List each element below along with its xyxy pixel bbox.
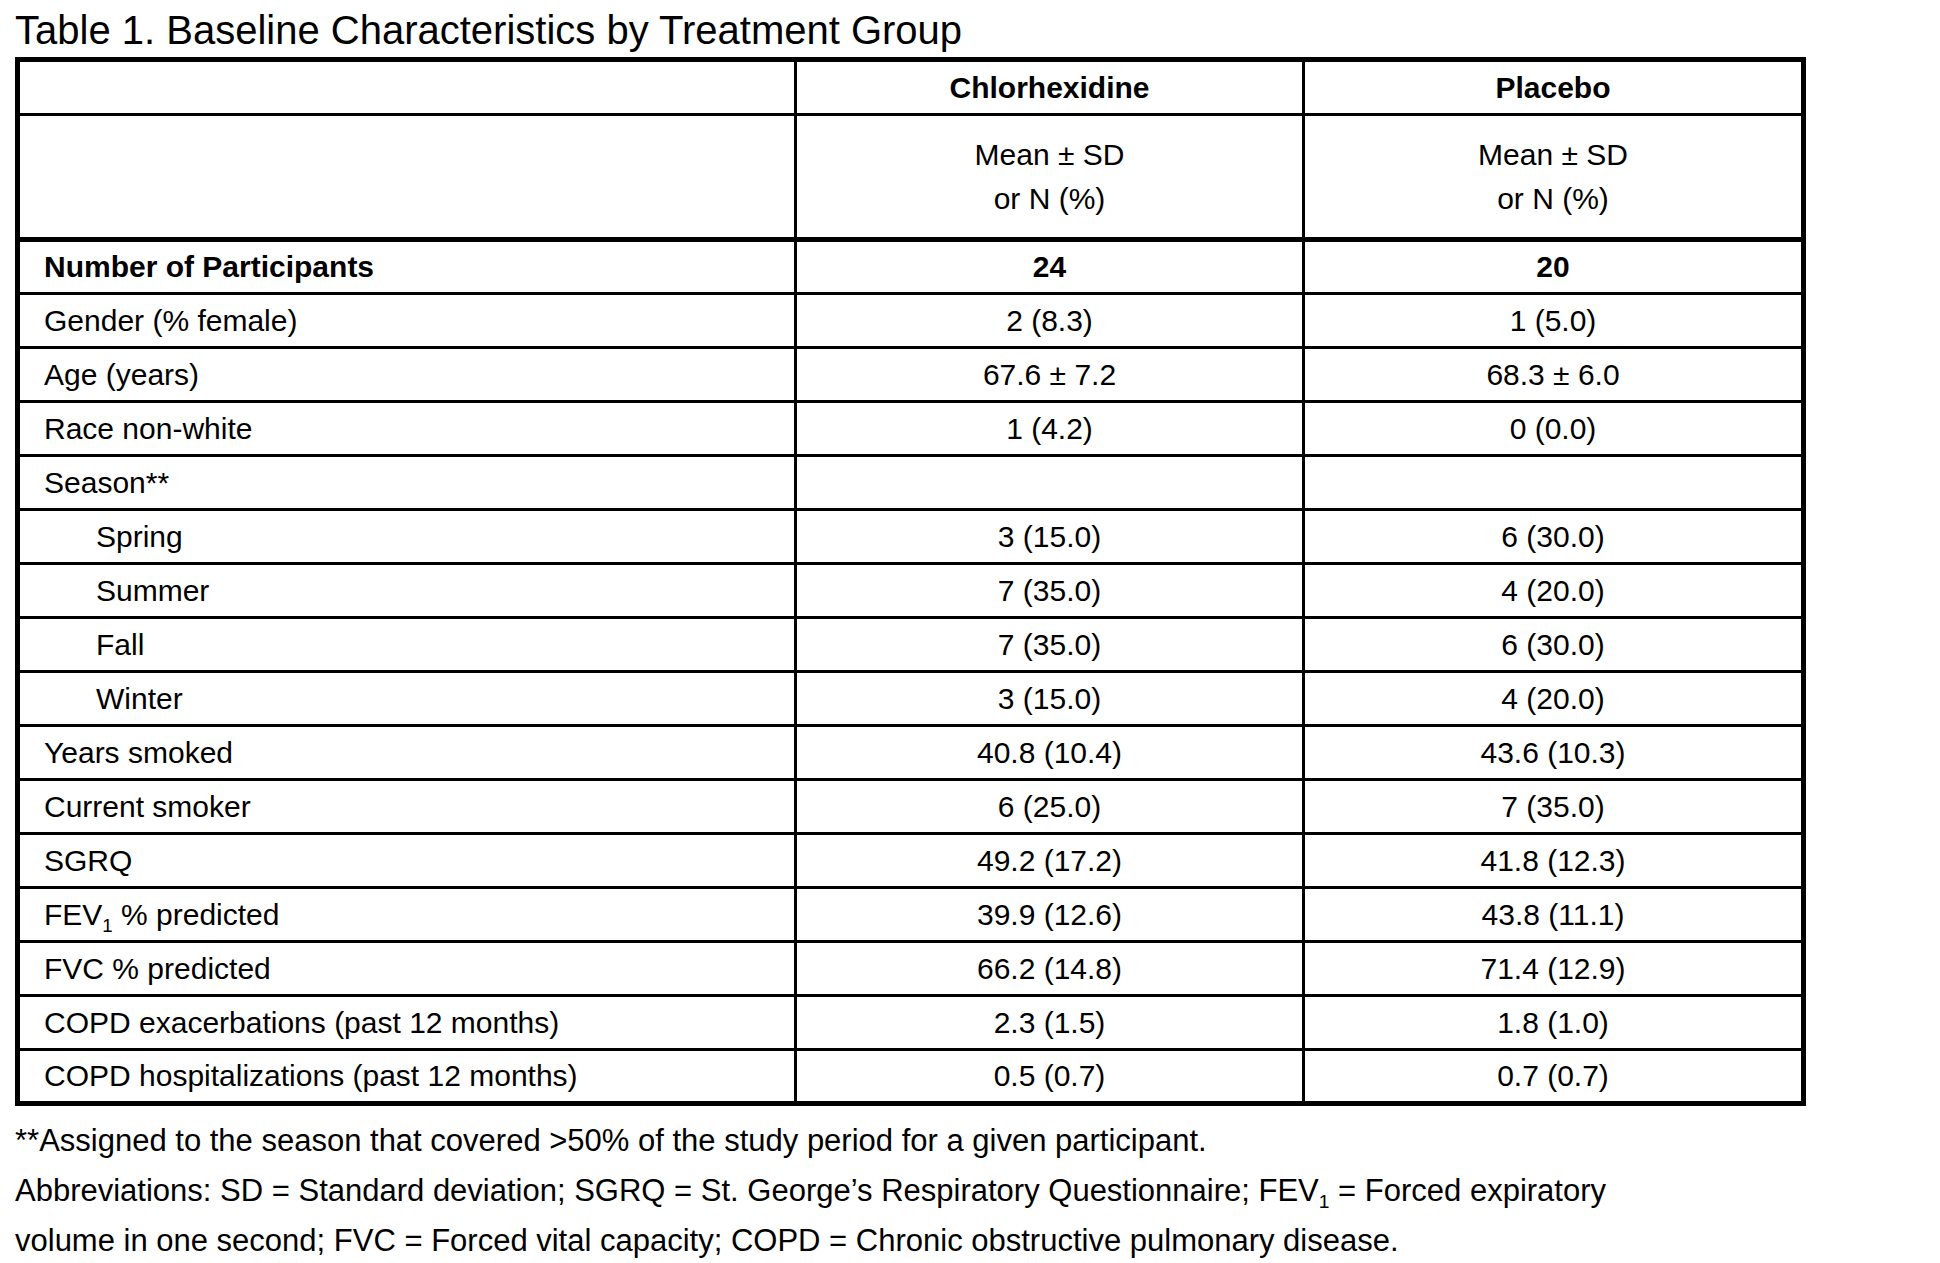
row-label: Fall	[18, 618, 796, 672]
placebo-value: 43.8 (11.1)	[1304, 888, 1804, 942]
chlorhexidine-value: 2 (8.3)	[796, 294, 1304, 348]
table-footnotes: **Assigned to the season that covered >5…	[15, 1116, 1940, 1263]
placebo-value: 7 (35.0)	[1304, 780, 1804, 834]
row-label: FVC % predicted	[18, 942, 796, 996]
table-row: COPD exacerbations (past 12 months) 2.3 …	[18, 996, 1804, 1050]
placebo-value: 1.8 (1.0)	[1304, 996, 1804, 1050]
row-label: COPD hospitalizations (past 12 months)	[18, 1050, 796, 1104]
placebo-value: 71.4 (12.9)	[1304, 942, 1804, 996]
chlorhexidine-value	[796, 456, 1304, 510]
abbreviations-text-part2: = Forced expiratory	[1330, 1173, 1607, 1208]
subheader-line-1: Mean ± SD	[1305, 133, 1801, 177]
table-row: Winter 3 (15.0) 4 (20.0)	[18, 672, 1804, 726]
chlorhexidine-value: 7 (35.0)	[796, 564, 1304, 618]
row-label: Summer	[18, 564, 796, 618]
row-label: Years smoked	[18, 726, 796, 780]
table-row: Years smoked 40.8 (10.4) 43.6 (10.3)	[18, 726, 1804, 780]
footnote-abbreviations-line-1: Abbreviations: SD = Standard deviation; …	[15, 1166, 1940, 1216]
chlorhexidine-value: 24	[796, 240, 1304, 294]
placebo-value: 4 (20.0)	[1304, 672, 1804, 726]
table-row: Fall 7 (35.0) 6 (30.0)	[18, 618, 1804, 672]
fev-label-main: FEV	[44, 898, 102, 931]
row-label: Race non-white	[18, 402, 796, 456]
subheader-chlorhexidine: Mean ± SD or N (%)	[796, 115, 1304, 240]
table-title: Table 1. Baseline Characteristics by Tre…	[0, 0, 1940, 57]
chlorhexidine-value: 3 (15.0)	[796, 510, 1304, 564]
table-row: Age (years) 67.6 ± 7.2 68.3 ± 6.0	[18, 348, 1804, 402]
chlorhexidine-value: 6 (25.0)	[796, 780, 1304, 834]
placebo-value: 4 (20.0)	[1304, 564, 1804, 618]
chlorhexidine-value: 1 (4.2)	[796, 402, 1304, 456]
table-row: Current smoker 6 (25.0) 7 (35.0)	[18, 780, 1804, 834]
placebo-value: 1 (5.0)	[1304, 294, 1804, 348]
row-label: Gender (% female)	[18, 294, 796, 348]
abbreviations-text-part1: Abbreviations: SD = Standard deviation; …	[15, 1173, 1319, 1208]
footnote-abbreviations-line-2: volume in one second; FVC = Forced vital…	[15, 1216, 1940, 1263]
header-empty-cell	[18, 60, 796, 115]
baseline-characteristics-table: Chlorhexidine Placebo Mean ± SD or N (%)…	[15, 57, 1806, 1106]
footnote-season: **Assigned to the season that covered >5…	[15, 1116, 1940, 1166]
placebo-value: 43.6 (10.3)	[1304, 726, 1804, 780]
table-row: Gender (% female) 2 (8.3) 1 (5.0)	[18, 294, 1804, 348]
chlorhexidine-value: 3 (15.0)	[796, 672, 1304, 726]
row-label: Current smoker	[18, 780, 796, 834]
subheader-line-2: or N (%)	[797, 177, 1302, 221]
row-label: Winter	[18, 672, 796, 726]
placebo-value: 0 (0.0)	[1304, 402, 1804, 456]
chlorhexidine-value: 66.2 (14.8)	[796, 942, 1304, 996]
subheader-line-2: or N (%)	[1305, 177, 1801, 221]
table-row: Season**	[18, 456, 1804, 510]
chlorhexidine-value: 2.3 (1.5)	[796, 996, 1304, 1050]
subheader-empty-cell	[18, 115, 796, 240]
placebo-value: 68.3 ± 6.0	[1304, 348, 1804, 402]
chlorhexidine-value: 40.8 (10.4)	[796, 726, 1304, 780]
table-subheader-row: Mean ± SD or N (%) Mean ± SD or N (%)	[18, 115, 1804, 240]
chlorhexidine-value: 7 (35.0)	[796, 618, 1304, 672]
table-row: FEV1 % predicted 39.9 (12.6) 43.8 (11.1)	[18, 888, 1804, 942]
chlorhexidine-value: 39.9 (12.6)	[796, 888, 1304, 942]
table-row: Race non-white 1 (4.2) 0 (0.0)	[18, 402, 1804, 456]
placebo-value	[1304, 456, 1804, 510]
chlorhexidine-value: 0.5 (0.7)	[796, 1050, 1304, 1104]
row-label: FEV1 % predicted	[18, 888, 796, 942]
placebo-value: 20	[1304, 240, 1804, 294]
table-row: Number of Participants 24 20	[18, 240, 1804, 294]
table-header-row: Chlorhexidine Placebo	[18, 60, 1804, 115]
row-label: Number of Participants	[18, 240, 796, 294]
chlorhexidine-value: 67.6 ± 7.2	[796, 348, 1304, 402]
placebo-value: 6 (30.0)	[1304, 618, 1804, 672]
subheader-placebo: Mean ± SD or N (%)	[1304, 115, 1804, 240]
row-label: Season**	[18, 456, 796, 510]
row-label: Age (years)	[18, 348, 796, 402]
row-label: COPD exacerbations (past 12 months)	[18, 996, 796, 1050]
table-row: Summer 7 (35.0) 4 (20.0)	[18, 564, 1804, 618]
column-header-chlorhexidine: Chlorhexidine	[796, 60, 1304, 115]
table-row: SGRQ 49.2 (17.2) 41.8 (12.3)	[18, 834, 1804, 888]
row-label: Spring	[18, 510, 796, 564]
placebo-value: 6 (30.0)	[1304, 510, 1804, 564]
document-page: Table 1. Baseline Characteristics by Tre…	[0, 0, 1940, 1263]
placebo-value: 41.8 (12.3)	[1304, 834, 1804, 888]
placebo-value: 0.7 (0.7)	[1304, 1050, 1804, 1104]
subheader-line-1: Mean ± SD	[797, 133, 1302, 177]
row-label: SGRQ	[18, 834, 796, 888]
fev-label-subscript: 1	[102, 915, 112, 936]
fev-subscript: 1	[1319, 1191, 1330, 1212]
chlorhexidine-value: 49.2 (17.2)	[796, 834, 1304, 888]
table-row: COPD hospitalizations (past 12 months) 0…	[18, 1050, 1804, 1104]
column-header-placebo: Placebo	[1304, 60, 1804, 115]
fev-label-rest: % predicted	[113, 898, 280, 931]
table-row: FVC % predicted 66.2 (14.8) 71.4 (12.9)	[18, 942, 1804, 996]
table-row: Spring 3 (15.0) 6 (30.0)	[18, 510, 1804, 564]
